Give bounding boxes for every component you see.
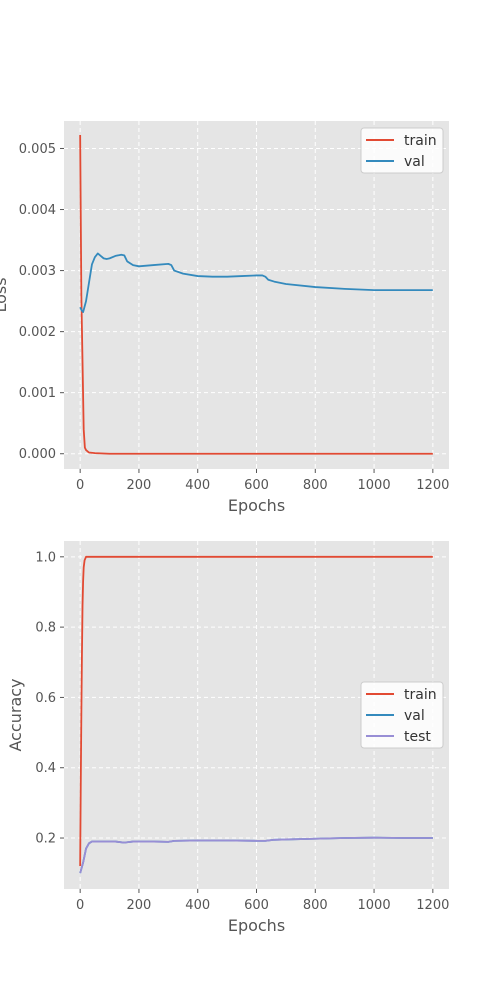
x-tick-label: 1000 xyxy=(358,898,391,913)
y-tick-label: 0.004 xyxy=(19,203,56,218)
x-tick-label: 200 xyxy=(127,898,152,913)
y-axis-label: Loss xyxy=(0,277,10,312)
series-line-val xyxy=(79,252,433,313)
series-line-test xyxy=(79,836,433,874)
legend-label-train: train xyxy=(404,133,437,149)
legend-label-test: test xyxy=(404,729,431,745)
y-tick-label: 0.001 xyxy=(19,386,56,401)
y-tick-label: 0.8 xyxy=(35,621,56,636)
x-tick-label: 0 xyxy=(76,478,84,493)
y-tick-label: 0.2 xyxy=(35,832,56,847)
legend: train val test xyxy=(360,681,444,749)
chart-panel-1: 0 200 400 600 800 1000 1200 0.000 0.001 0.002 0.00… xyxy=(0,121,449,515)
x-tick-label: 400 xyxy=(185,478,210,493)
x-tick-label: 1200 xyxy=(416,478,449,493)
legend-box xyxy=(360,681,444,749)
x-tick-label: 0 xyxy=(76,898,84,913)
x-tick-label: 1000 xyxy=(358,478,391,493)
y-axis-label: Accuracy xyxy=(6,678,25,751)
x-axis-label: Epochs xyxy=(228,496,285,515)
x-tick-label: 800 xyxy=(303,478,328,493)
series-line-train xyxy=(79,555,433,867)
y-tick-label: 0.003 xyxy=(19,264,56,279)
x-tick-label: 400 xyxy=(185,898,210,913)
series-line-train xyxy=(79,135,433,455)
legend-label-val: val xyxy=(404,708,425,724)
x-tick-label: 800 xyxy=(303,898,328,913)
y-tick-label: 1.0 xyxy=(35,550,56,565)
legend-label-train: train xyxy=(404,687,437,703)
y-tick-label: 0.005 xyxy=(19,142,56,157)
x-tick-label: 600 xyxy=(244,898,269,913)
y-tick-label: 0.002 xyxy=(19,325,56,340)
x-tick-label: 1200 xyxy=(416,898,449,913)
y-tick-label: 0.6 xyxy=(35,691,56,706)
legend-label-val: val xyxy=(404,154,425,170)
chart-panel-2: 0 200 400 600 800 1000 1200 0.2 0.4 0.6 0.8 1.0 Epoc… xyxy=(6,541,449,935)
legend: train val xyxy=(360,127,444,174)
x-tick-label: 600 xyxy=(244,478,269,493)
x-axis-label: Epochs xyxy=(228,916,285,935)
y-tick-label: 0.000 xyxy=(19,447,56,462)
y-tick-label: 0.4 xyxy=(35,761,56,776)
x-tick-label: 200 xyxy=(127,478,152,493)
